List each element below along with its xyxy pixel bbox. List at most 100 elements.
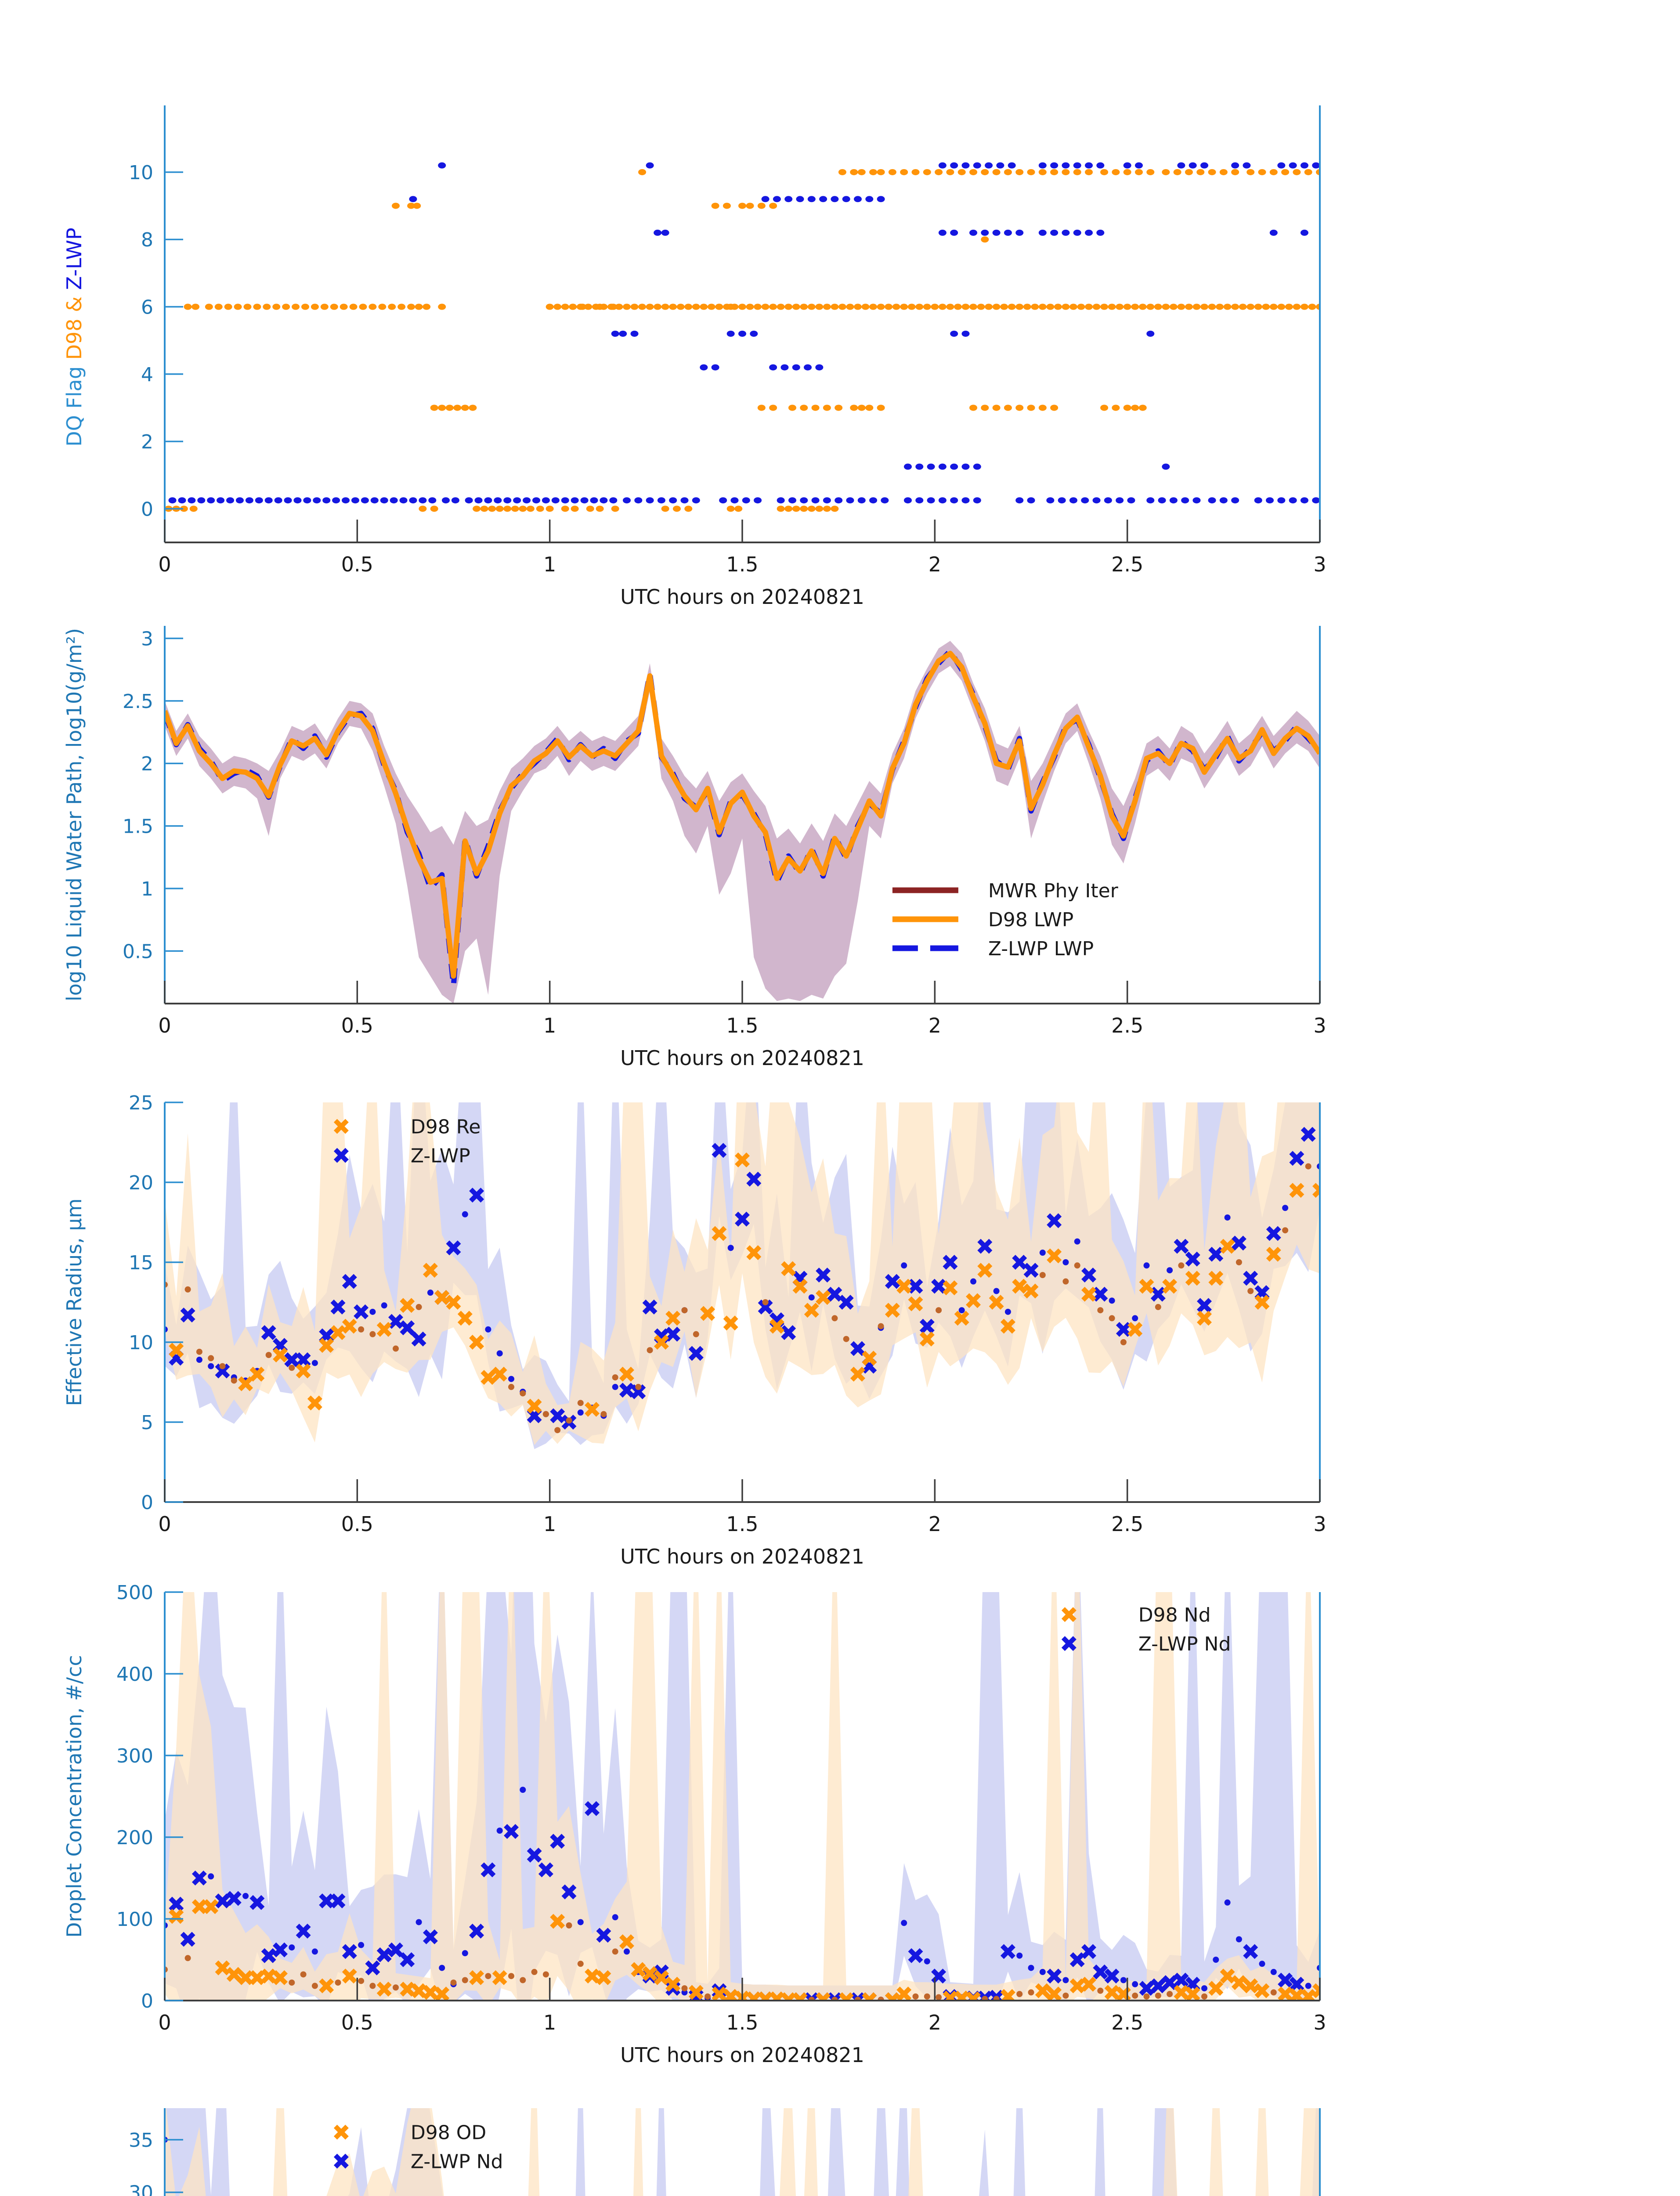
- uncertainty-band: [165, 1102, 1320, 1445]
- x-tick-label: 2.5: [1111, 1512, 1143, 1536]
- x-tick-label: 1: [543, 553, 556, 576]
- x-tick-label: 0.5: [341, 1014, 373, 1037]
- legend-label: D98 OD: [411, 2122, 486, 2144]
- y-tick-label: 10: [129, 1332, 153, 1354]
- y-tick-label: 2: [141, 431, 153, 453]
- svg-text:Effective Radius, μm: Effective Radius, μm: [62, 1199, 86, 1406]
- x-tick-label: 0.5: [341, 2011, 373, 2034]
- y-tick-label: 3: [141, 628, 153, 650]
- svg-text:Droplet Concentration, #/cc: Droplet Concentration, #/cc: [62, 1655, 86, 1938]
- legend: D98 OD Z-LWP Nd: [333, 2122, 503, 2173]
- y-tick-label: 30: [129, 2182, 153, 2196]
- x-tick-label: 1.5: [726, 1014, 758, 1037]
- legend: MWR Phy Iter D98 LWP Z-LWP LWP: [892, 880, 1119, 960]
- plot-area: [165, 641, 1320, 1004]
- y-tick-label: 8: [141, 229, 153, 251]
- legend-label: Z-LWP Nd: [1138, 1633, 1231, 1655]
- x-tick-label: 0: [158, 2011, 171, 2034]
- legend-label: Z-LWP Nd: [411, 2151, 503, 2173]
- series-dots-1: [168, 162, 1320, 504]
- y-axis-label: Droplet Concentration, #/cc: [62, 1655, 86, 1938]
- y-tick-label: 15: [129, 1252, 153, 1274]
- y-tick-label: 300: [116, 1745, 153, 1767]
- uncertainty-band: [165, 2108, 1320, 2196]
- x-tick-label: 2: [929, 553, 941, 576]
- x-tick-label: 2: [929, 1014, 941, 1037]
- x-tick-label: 3: [1313, 2011, 1326, 2034]
- plot-area: [165, 1102, 1320, 1449]
- legend-label: D98 Nd: [1138, 1604, 1211, 1626]
- uncertainty-band: [165, 1592, 1320, 2001]
- x-tick-label: 1: [543, 1512, 556, 1536]
- uncertainty-band: [165, 1592, 1320, 2001]
- x-tick-label: 2.5: [1111, 1014, 1143, 1037]
- x-tick-label: 1.5: [726, 2011, 758, 2034]
- y-tick-label: 1.5: [123, 816, 153, 838]
- y-tick-label: 10: [129, 162, 153, 184]
- x-axis-label: UTC hours on 20240821: [620, 585, 864, 609]
- y-tick-label: 5: [141, 1412, 153, 1434]
- x-tick-label: 0.5: [341, 1512, 373, 1536]
- legend-label: D98 Re: [411, 1116, 481, 1138]
- series-line-0: [165, 648, 1320, 989]
- y-tick-label: 2.5: [123, 690, 153, 713]
- y-tick-label: 20: [129, 1172, 153, 1194]
- plot-area: [165, 2108, 1320, 2196]
- legend: D98 Nd Z-LWP Nd: [1061, 1604, 1231, 1655]
- y-axis-label-part: DQ Flag: [62, 360, 86, 447]
- x-axis-label: UTC hours on 20240821: [620, 1046, 864, 1070]
- svg-text:log10 Liquid Water Path, log10: log10 Liquid Water Path, log10(g/m²): [62, 628, 86, 1001]
- x-tick-label: 2: [929, 2011, 941, 2034]
- x-axis-label: UTC hours on 20240821: [620, 2043, 864, 2067]
- y-tick-label: 200: [116, 1827, 153, 1849]
- legend-label: D98 LWP: [988, 909, 1073, 931]
- series-markers-1: [165, 1152, 1320, 1434]
- series-markers-0: [165, 1127, 1320, 1430]
- y-tick-label: 25: [129, 1092, 153, 1114]
- plot-area: [165, 162, 1320, 512]
- y-tick-label: 0: [141, 1492, 153, 1514]
- x-tick-label: 2: [929, 1512, 941, 1536]
- series-markers-0: [165, 1787, 1320, 2001]
- y-tick-label: 4: [141, 364, 153, 386]
- y-axis-label: DQ Flag D98 & Z-LWP: [62, 228, 86, 447]
- x-axis-label: UTC hours on 20240821: [620, 1545, 864, 1568]
- plot-area: [165, 1592, 1320, 2001]
- uncertainty-band: [165, 1102, 1320, 1449]
- series-line-1: [165, 650, 1320, 979]
- x-tick-label: 3: [1313, 553, 1326, 576]
- x-tick-label: 1: [543, 1014, 556, 1037]
- y-tick-label: 1: [141, 878, 153, 900]
- x-tick-label: 0: [158, 553, 171, 576]
- series-dots-0: [165, 169, 1320, 512]
- y-tick-label: 0: [141, 498, 153, 520]
- y-axis-label-part: D98 &: [62, 290, 86, 360]
- uncertainty-band: [165, 641, 1320, 1004]
- x-tick-label: 1.5: [726, 553, 758, 576]
- legend-label: Z-LWP: [411, 1145, 470, 1167]
- x-tick-label: 1.5: [726, 1512, 758, 1536]
- legend: D98 Re Z-LWP: [333, 1116, 481, 1167]
- y-axis-label: log10 Liquid Water Path, log10(g/m²): [62, 628, 86, 1001]
- series-markers-1: [165, 1899, 1320, 2001]
- series-markers-0: [165, 2136, 168, 2143]
- x-tick-label: 0.5: [341, 553, 373, 576]
- y-axis-label: Effective Radius, μm: [62, 1199, 86, 1406]
- x-tick-label: 3: [1313, 1014, 1326, 1037]
- legend-label: MWR Phy Iter: [988, 880, 1119, 902]
- x-tick-label: 1: [543, 2011, 556, 2034]
- y-tick-label: 0: [141, 1990, 153, 2012]
- y-tick-label: 35: [129, 2129, 153, 2152]
- x-tick-label: 2.5: [1111, 553, 1143, 576]
- uncertainty-band: [165, 2108, 1320, 2196]
- y-tick-label: 2: [141, 753, 153, 775]
